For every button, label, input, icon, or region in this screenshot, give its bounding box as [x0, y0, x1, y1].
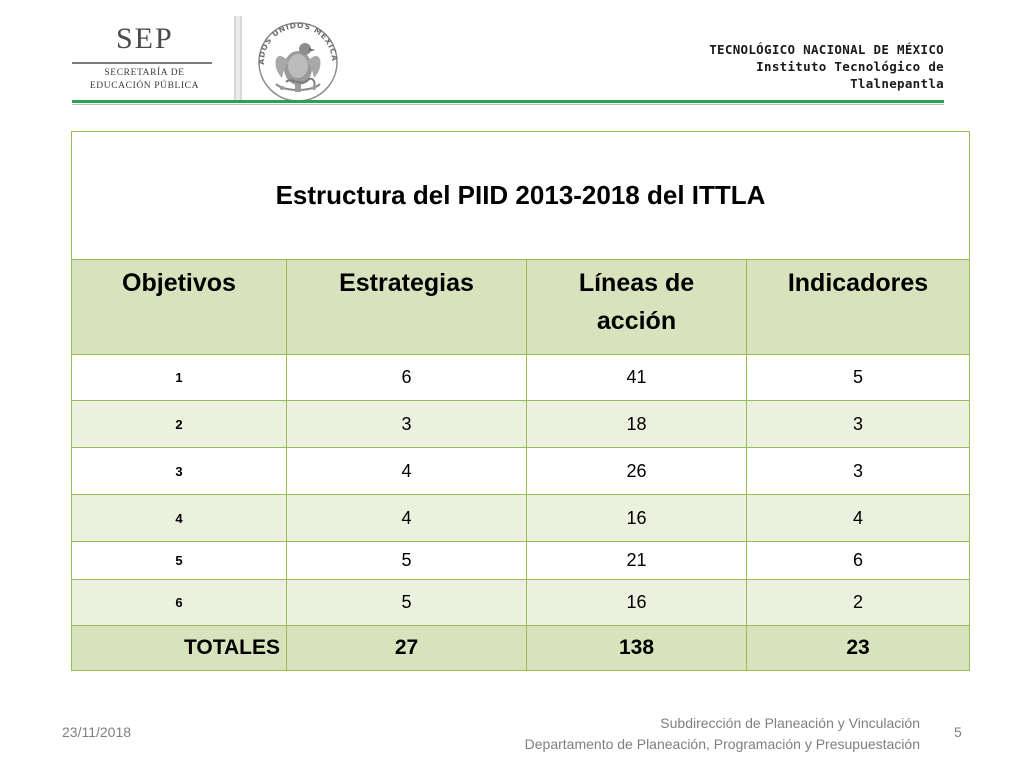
totals-label: TOTALES — [71, 625, 287, 671]
table-row: 6 5 16 2 — [71, 579, 971, 626]
cell-indicadores: 4 — [745, 494, 971, 542]
piid-structure-table: Estructura del PIID 2013-2018 del ITTLA … — [70, 131, 971, 671]
cell-indicadores: 3 — [745, 447, 971, 495]
coat-of-arms-seal-icon: ESTADOS UNIDOS MEXICANOS — [252, 16, 338, 102]
table-header-row: Objetivos Estrategias Líneas de acción I… — [71, 259, 971, 355]
cell-lineas: 16 — [526, 579, 747, 626]
slide-header: SEP SECRETARÍA DE EDUCACIÓN PÚBLICA ESTA… — [0, 0, 1024, 110]
cell-objetivo: 6 — [71, 579, 287, 626]
footer-line2: Departamento de Planeación, Programación… — [524, 736, 920, 752]
cell-objetivo: 1 — [71, 354, 287, 401]
sep-logo: SEP SECRETARÍA DE EDUCACIÓN PÚBLICA — [72, 22, 217, 96]
totals-row: TOTALES 27 138 23 — [71, 625, 971, 671]
footer-date: 23/11/2018 — [62, 724, 132, 740]
cell-lineas: 26 — [526, 447, 747, 495]
institution-line2: Instituto Tecnológico de — [756, 59, 944, 74]
table-row: 4 4 16 4 — [71, 494, 971, 542]
cell-estrategias: 3 — [286, 400, 527, 448]
cell-objetivo: 2 — [71, 400, 287, 448]
total-indicadores: 23 — [745, 625, 971, 671]
cell-estrategias: 5 — [286, 579, 527, 626]
column-header-estrategias: Estrategias — [286, 259, 527, 355]
cell-indicadores: 2 — [745, 579, 971, 626]
cell-indicadores: 6 — [745, 541, 971, 580]
sep-logo-word: SEP — [116, 22, 174, 55]
cell-objetivo: 3 — [71, 447, 287, 495]
cell-objetivo: 4 — [71, 494, 287, 542]
institution-line3: Tlalnepantla — [850, 76, 944, 91]
sep-logo-rule — [72, 62, 212, 64]
total-estrategias: 27 — [286, 625, 527, 671]
sep-logo-line2: EDUCACIÓN PÚBLICA — [89, 81, 200, 91]
column-header-lineas: Líneas de acción — [526, 259, 747, 355]
header-divider — [234, 16, 242, 100]
cell-indicadores: 3 — [745, 400, 971, 448]
cell-estrategias: 5 — [286, 541, 527, 580]
cell-lineas: 21 — [526, 541, 747, 580]
cell-estrategias: 4 — [286, 447, 527, 495]
table-row: 5 5 21 6 — [71, 541, 971, 580]
column-header-objetivos: Objetivos — [71, 259, 287, 355]
cell-indicadores: 5 — [745, 354, 971, 401]
cell-lineas: 16 — [526, 494, 747, 542]
table-title: Estructura del PIID 2013-2018 del ITTLA — [70, 131, 971, 260]
footer-line1: Subdirección de Planeación y Vinculación — [660, 715, 920, 731]
table-row: 3 4 26 3 — [71, 447, 971, 495]
cell-objetivo: 5 — [71, 541, 287, 580]
cell-estrategias: 6 — [286, 354, 527, 401]
institution-name: TECNOLÓGICO NACIONAL DE MÉXICO Instituto… — [709, 41, 944, 92]
slide-page-number: 5 — [954, 724, 962, 740]
total-lineas: 138 — [526, 625, 747, 671]
institution-line1: TECNOLÓGICO NACIONAL DE MÉXICO — [709, 42, 944, 57]
footer-department: Subdirección de Planeación y Vinculación… — [525, 713, 920, 755]
column-header-indicadores: Indicadores — [745, 259, 971, 355]
table-row: 1 6 41 5 — [71, 354, 971, 401]
table-row: 2 3 18 3 — [71, 400, 971, 448]
header-rule-grey — [72, 104, 944, 105]
cell-lineas: 41 — [526, 354, 747, 401]
cell-estrategias: 4 — [286, 494, 527, 542]
sep-logo-line1: SECRETARÍA DE — [104, 68, 185, 78]
header-rule-green — [72, 100, 944, 103]
cell-lineas: 18 — [526, 400, 747, 448]
